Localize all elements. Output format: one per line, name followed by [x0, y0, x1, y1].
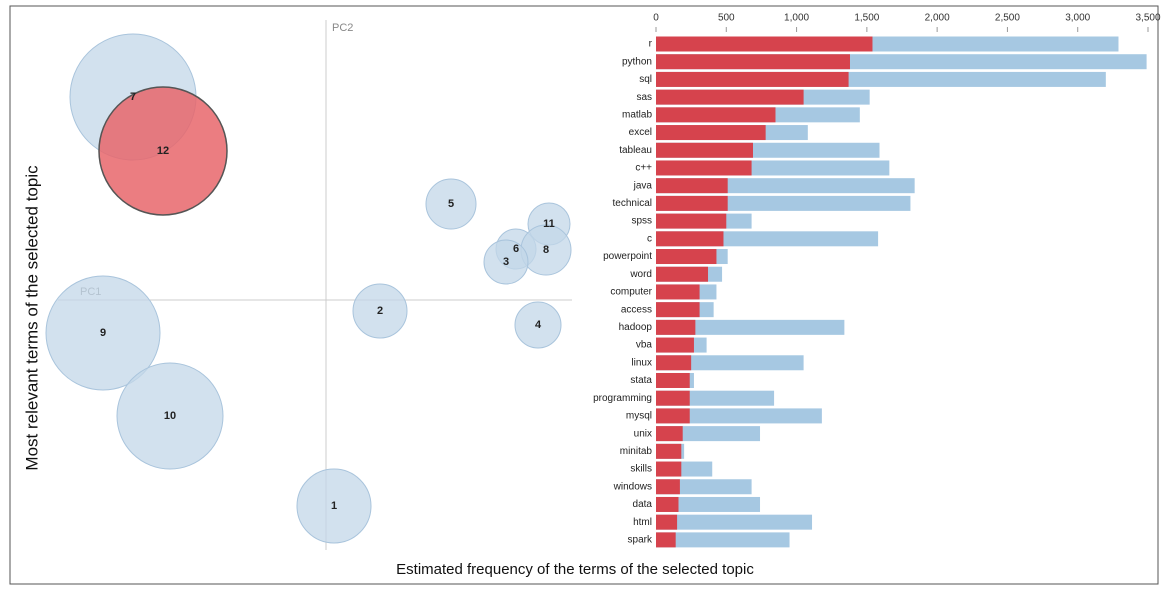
topic-label: 3 [503, 256, 509, 268]
term-label: c++ [635, 163, 652, 174]
bar [656, 496, 761, 512]
topic-bubble [45, 275, 161, 391]
term-label: windows [613, 481, 652, 492]
x-tick-label: 1,000 [784, 13, 809, 24]
term-label: computer [610, 287, 652, 298]
bar [656, 408, 690, 424]
topic-label: 7 [130, 91, 136, 103]
topic-bubble [352, 283, 408, 339]
bar [656, 160, 752, 176]
bar [656, 302, 700, 318]
term-label: skills [630, 464, 652, 475]
bar [656, 213, 727, 229]
term-label: minitab [620, 446, 653, 457]
pc2-label: PC2 [332, 22, 353, 34]
topic-bubble [116, 362, 224, 470]
term-label: sql [639, 74, 652, 85]
bar [656, 89, 804, 105]
topic-label: 6 [513, 243, 519, 255]
bar [656, 284, 700, 300]
bar [656, 532, 676, 548]
term-label: excel [629, 127, 652, 138]
x-tick-label: 1,500 [854, 13, 879, 24]
term-label: programming [593, 393, 652, 404]
bar [656, 195, 728, 211]
y-axis-label: Most relevant terms of the selected topi… [22, 165, 41, 471]
x-axis-label: Estimated frequency of the terms of the … [396, 561, 754, 578]
term-label: python [622, 56, 652, 67]
bar [656, 54, 850, 70]
bar [656, 71, 849, 87]
term-label: matlab [622, 109, 652, 120]
frame [9, 5, 1159, 585]
bar [656, 479, 680, 495]
bar [656, 125, 766, 141]
topic-bubble [98, 86, 228, 216]
bar [656, 355, 804, 371]
term-label: technical [613, 198, 652, 209]
bar [656, 514, 678, 530]
topic-label: 10 [164, 410, 176, 422]
bar [656, 36, 873, 52]
term-label: data [633, 499, 653, 510]
x-tick-label: 500 [718, 13, 735, 24]
term-label: c [647, 233, 652, 244]
topic-label: 11 [543, 218, 555, 230]
topic-label: 5 [448, 198, 454, 210]
term-label: spark [628, 535, 653, 546]
term-label: java [633, 180, 653, 191]
term-label: vba [636, 340, 653, 351]
term-label: mysql [626, 411, 652, 422]
term-label: unix [634, 428, 652, 439]
term-label: html [633, 517, 652, 528]
bar [656, 319, 845, 335]
topic-bubble [296, 468, 372, 544]
bar [656, 337, 694, 353]
bar [656, 532, 790, 548]
topic-bubble [514, 301, 562, 349]
term-label: r [649, 39, 653, 50]
topic-label: 1 [331, 500, 337, 512]
bar [656, 231, 724, 247]
bar [656, 142, 753, 158]
topic-label: 9 [100, 327, 106, 339]
bar [656, 461, 682, 477]
bar [656, 390, 690, 406]
bar [656, 107, 776, 123]
term-label: sas [636, 92, 652, 103]
bar [656, 266, 709, 282]
topic-label: 12 [157, 145, 169, 157]
term-label: tableau [619, 145, 652, 156]
term-label: linux [631, 357, 652, 368]
bar [656, 355, 692, 371]
bar [656, 178, 728, 194]
topic-label: 8 [543, 244, 549, 256]
term-label: access [621, 304, 652, 315]
bar [656, 408, 822, 424]
topic-label: 4 [535, 319, 542, 331]
term-label: word [629, 269, 652, 280]
bar [656, 319, 696, 335]
bar [656, 426, 683, 442]
topic-bubble [483, 239, 529, 285]
x-tick-label: 2,000 [925, 13, 950, 24]
term-label: powerpoint [603, 251, 652, 262]
bar [656, 249, 717, 265]
x-tick-label: 0 [653, 13, 659, 24]
x-tick-label: 3,000 [1065, 13, 1090, 24]
bar [656, 372, 690, 388]
term-label: stata [630, 375, 652, 386]
topic-bubble [425, 178, 477, 230]
term-label: spss [631, 216, 652, 227]
x-tick-label: 3,500 [1135, 13, 1160, 24]
x-tick-label: 2,500 [995, 13, 1020, 24]
bar [656, 514, 813, 530]
bar [656, 496, 679, 512]
topic-label: 2 [377, 305, 383, 317]
bar [656, 443, 682, 459]
term-label: hadoop [619, 322, 653, 333]
